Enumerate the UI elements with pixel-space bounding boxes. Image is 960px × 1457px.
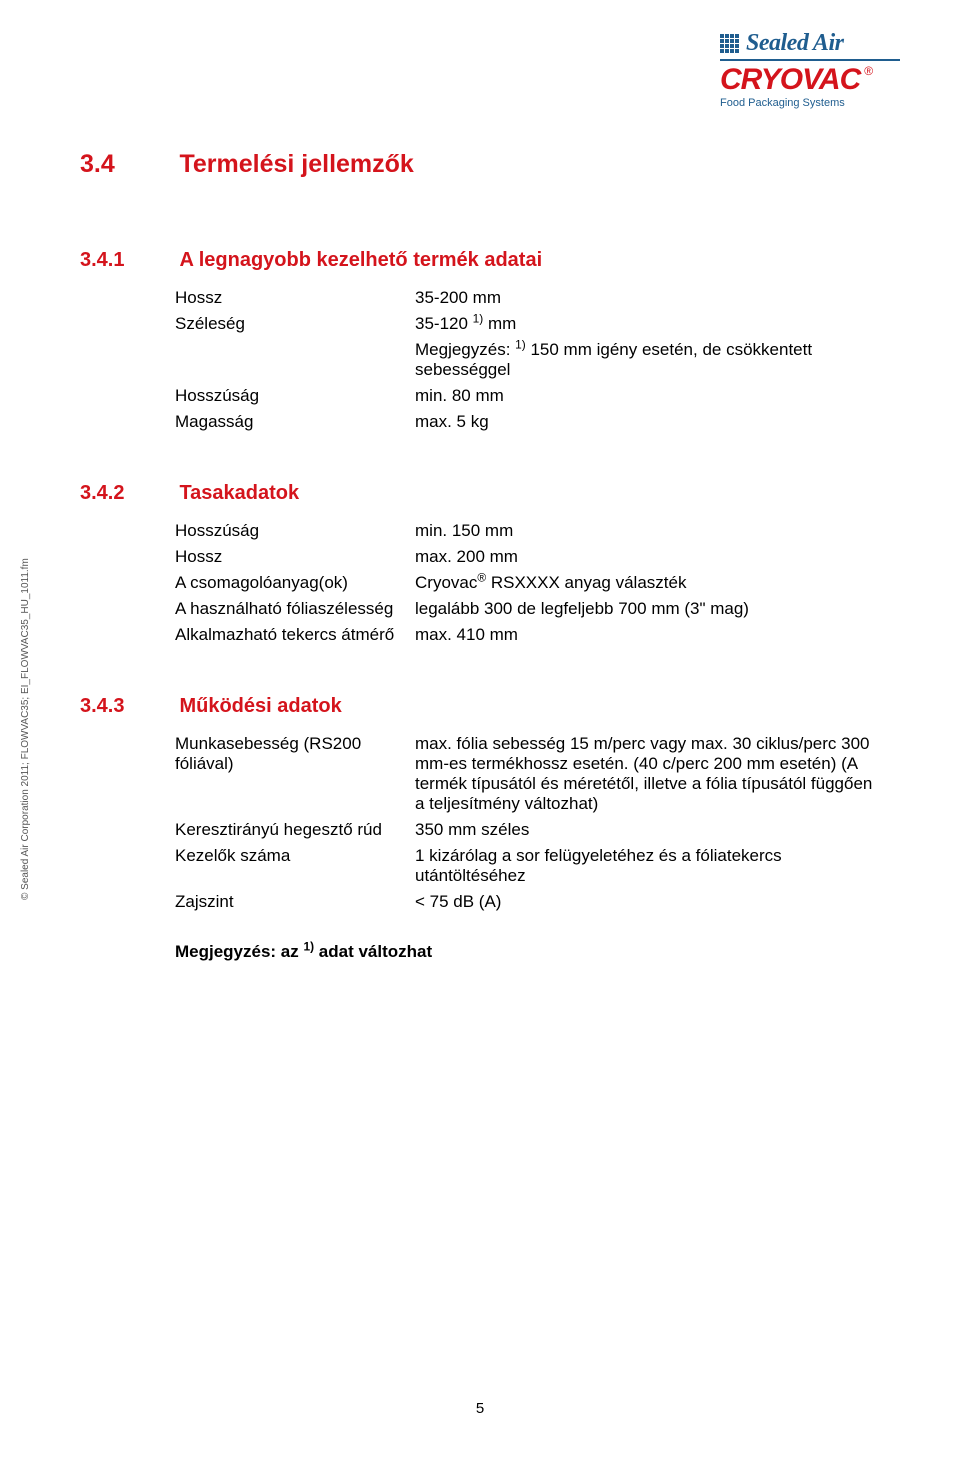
subsection-number: 3.4.3: [80, 695, 175, 718]
sealed-air-grid-icon: [720, 34, 740, 54]
side-copyright: © Sealed Air Corporation 2011; FLOWVAC35…: [20, 558, 31, 900]
row-value: 35-120 1) mm: [415, 314, 880, 334]
row-key: Hossz: [175, 547, 415, 567]
row-key: Hossz: [175, 288, 415, 308]
table-row: Széleség 35-120 1) mm: [175, 314, 880, 334]
cryovac-text: CRYOVAC: [720, 63, 860, 96]
table-row: Alkalmazható tekercs átmérő max. 410 mm: [175, 625, 880, 645]
content: 3.4 Termelési jellemzők 3.4.1 A legnagyo…: [80, 150, 880, 962]
table-row: Keresztirányú hegesztő rúd 350 mm széles: [175, 820, 880, 840]
row-key: Keresztirányú hegesztő rúd: [175, 820, 415, 840]
subsection-number: 3.4.1: [80, 249, 175, 272]
logo-divider: [720, 59, 900, 61]
table-row: A csomagolóanyag(ok) Cryovac® RSXXXX any…: [175, 573, 880, 593]
table-row: Munkasebesség (RS200 fóliával) max. fóli…: [175, 734, 880, 814]
row-value: min. 150 mm: [415, 521, 880, 541]
page: Sealed Air CRYOVAC ® Food Packaging Syste…: [0, 0, 960, 1457]
kv-table: Hossz 35-200 mm Széleség 35-120 1) mm Me…: [175, 288, 880, 432]
subsection-title: Tasakadatok: [179, 482, 299, 505]
row-value-post: RSXXXX anyag választék: [486, 573, 686, 592]
row-value-pre: Megjegyzés:: [415, 340, 515, 359]
row-key: Hosszúság: [175, 386, 415, 406]
subsection-heading: 3.4.2 Tasakadatok: [80, 482, 880, 505]
row-key: Magasság: [175, 412, 415, 432]
note-sup: 1): [304, 939, 315, 953]
table-row: Megjegyzés: 1) 150 mm igény esetén, de c…: [175, 340, 880, 380]
row-key: Munkasebesség (RS200 fóliával): [175, 734, 415, 814]
page-number: 5: [476, 1400, 484, 1417]
row-value-sup: ®: [477, 570, 486, 584]
section-title: Termelési jellemzők: [179, 150, 413, 179]
table-row: Hossz max. 200 mm: [175, 547, 880, 567]
section-heading: 3.4 Termelési jellemzők: [80, 150, 880, 179]
row-value: 1 kizárólag a sor felügyeletéhez és a fó…: [415, 846, 880, 886]
kv-table: Hosszúság min. 150 mm Hossz max. 200 mm …: [175, 521, 880, 645]
subsection-title: Működési adatok: [179, 695, 341, 718]
row-value: max. fólia sebesség 15 m/perc vagy max. …: [415, 734, 880, 814]
note-suffix: adat változhat: [314, 942, 432, 961]
sealed-air-logo: Sealed Air: [720, 30, 900, 57]
row-value: max. 410 mm: [415, 625, 880, 645]
table-row: Hosszúság min. 80 mm: [175, 386, 880, 406]
row-key: Széleség: [175, 314, 415, 334]
footnote: Megjegyzés: az 1) adat változhat: [175, 942, 880, 962]
row-value-sup: 1): [473, 311, 484, 325]
row-value-post: mm: [483, 314, 516, 333]
kv-table: Munkasebesség (RS200 fóliával) max. fóli…: [175, 734, 880, 912]
table-row: A használható fóliaszélesség legalább 30…: [175, 599, 880, 619]
row-value: max. 200 mm: [415, 547, 880, 567]
row-key: Kezelők száma: [175, 846, 415, 886]
cryovac-logo: CRYOVAC ®: [720, 65, 900, 95]
row-value: min. 80 mm: [415, 386, 880, 406]
row-value: 35-200 mm: [415, 288, 880, 308]
registered-mark: ®: [864, 64, 872, 78]
row-value-pre: 35-120: [415, 314, 473, 333]
subsection-heading: 3.4.3 Működési adatok: [80, 695, 880, 718]
table-row: Kezelők száma 1 kizárólag a sor felügyel…: [175, 846, 880, 886]
row-value-pre: Cryovac: [415, 573, 477, 592]
note-prefix: Megjegyzés: az: [175, 942, 304, 961]
section-number: 3.4: [80, 150, 175, 179]
row-value: 350 mm széles: [415, 820, 880, 840]
row-value: max. 5 kg: [415, 412, 880, 432]
row-value: legalább 300 de legfeljebb 700 mm (3" ma…: [415, 599, 880, 619]
subsection-number: 3.4.2: [80, 482, 175, 505]
table-row: Hosszúság min. 150 mm: [175, 521, 880, 541]
row-key: Hosszúság: [175, 521, 415, 541]
table-row: Hossz 35-200 mm: [175, 288, 880, 308]
row-key: Zajszint: [175, 892, 415, 912]
subsection-heading: 3.4.1 A legnagyobb kezelhető termék adat…: [80, 249, 880, 272]
row-value-sup: 1): [515, 337, 526, 351]
row-key: A használható fóliaszélesség: [175, 599, 415, 619]
table-row: Zajszint < 75 dB (A): [175, 892, 880, 912]
row-value: Megjegyzés: 1) 150 mm igény esetén, de c…: [415, 340, 880, 380]
table-row: Magasság max. 5 kg: [175, 412, 880, 432]
row-value: < 75 dB (A): [415, 892, 880, 912]
sealed-air-text: Sealed Air: [746, 30, 843, 56]
row-key: [175, 340, 415, 380]
row-value: Cryovac® RSXXXX anyag választék: [415, 573, 880, 593]
row-key: Alkalmazható tekercs átmérő: [175, 625, 415, 645]
subsection-title: A legnagyobb kezelhető termék adatai: [179, 249, 542, 272]
row-key: A csomagolóanyag(ok): [175, 573, 415, 593]
brand-logos: Sealed Air CRYOVAC ® Food Packaging Syste…: [720, 30, 900, 109]
logo-subtitle: Food Packaging Systems: [720, 97, 900, 109]
